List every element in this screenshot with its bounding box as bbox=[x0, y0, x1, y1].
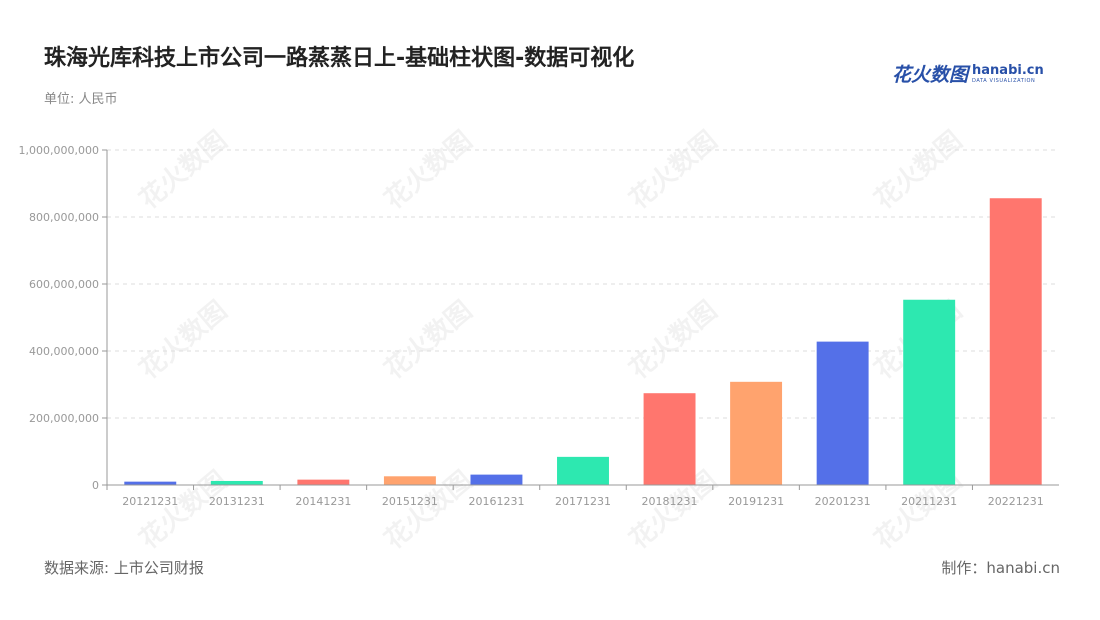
logo-en-text: hanabi.cn bbox=[972, 62, 1044, 78]
logo-sub-text: DATA VISUALIZATION bbox=[972, 77, 1036, 84]
y-tick-label: 600,000,000 bbox=[29, 278, 99, 291]
bar-20151231 bbox=[383, 476, 436, 485]
data-source: 数据来源: 上市公司财报 bbox=[44, 559, 204, 577]
x-tick-label: 20131231 bbox=[209, 495, 265, 508]
x-tick-label: 20121231 bbox=[122, 495, 178, 508]
bar-20171231 bbox=[557, 456, 609, 485]
chart-title: 珠海光库科技上市公司一路蒸蒸日上-基础柱状图-数据可视化 bbox=[44, 46, 635, 71]
unit-label: 单位: 人民币 bbox=[44, 92, 118, 107]
bar-20191231 bbox=[730, 381, 783, 485]
x-tick-label: 20171231 bbox=[555, 495, 611, 508]
x-tick-label: 20201231 bbox=[815, 495, 871, 508]
y-tick-label: 200,000,000 bbox=[29, 412, 99, 425]
x-tick-label: 20151231 bbox=[382, 495, 438, 508]
bars bbox=[124, 198, 1042, 486]
bar-20121231 bbox=[124, 481, 177, 485]
bar-20221231 bbox=[989, 198, 1042, 486]
bar-20201231 bbox=[816, 341, 869, 485]
logo-en-group: hanabi.cn DATA VISUALIZATION bbox=[972, 64, 1044, 84]
logo-cn-text: 花火数图 bbox=[892, 64, 969, 86]
bar-20141231 bbox=[297, 479, 350, 485]
x-tick-label: 20211231 bbox=[901, 495, 957, 508]
grid-lines bbox=[107, 149, 1059, 419]
x-tick-label: 20141231 bbox=[295, 495, 351, 508]
x-tick-label: 20191231 bbox=[728, 495, 784, 508]
x-tick-label: 20221231 bbox=[988, 495, 1044, 508]
bar-20181231 bbox=[643, 393, 696, 485]
brand-logo: 花火数图 hanabi.cn DATA VISUALIZATION bbox=[892, 60, 1044, 87]
bar-20211231 bbox=[903, 299, 956, 485]
y-tick-label: 0 bbox=[92, 479, 99, 492]
y-tick-label: 400,000,000 bbox=[29, 345, 99, 358]
bar-20131231 bbox=[210, 480, 263, 485]
bar-20161231 bbox=[470, 474, 523, 485]
y-tick-label: 1,000,000,000 bbox=[19, 144, 99, 157]
x-tick-label: 20181231 bbox=[642, 495, 698, 508]
x-axis: 20121231 20131231 20141231 20151231 20161231… bbox=[106, 484, 1059, 508]
x-tick-label: 20161231 bbox=[468, 495, 524, 508]
credit-label: 制作：hanabi.cn bbox=[941, 559, 1060, 577]
y-axis: 0 200,000,000 400,000,000 600,000,000 800,00… bbox=[19, 144, 108, 492]
y-tick-label: 800,000,000 bbox=[29, 211, 99, 224]
